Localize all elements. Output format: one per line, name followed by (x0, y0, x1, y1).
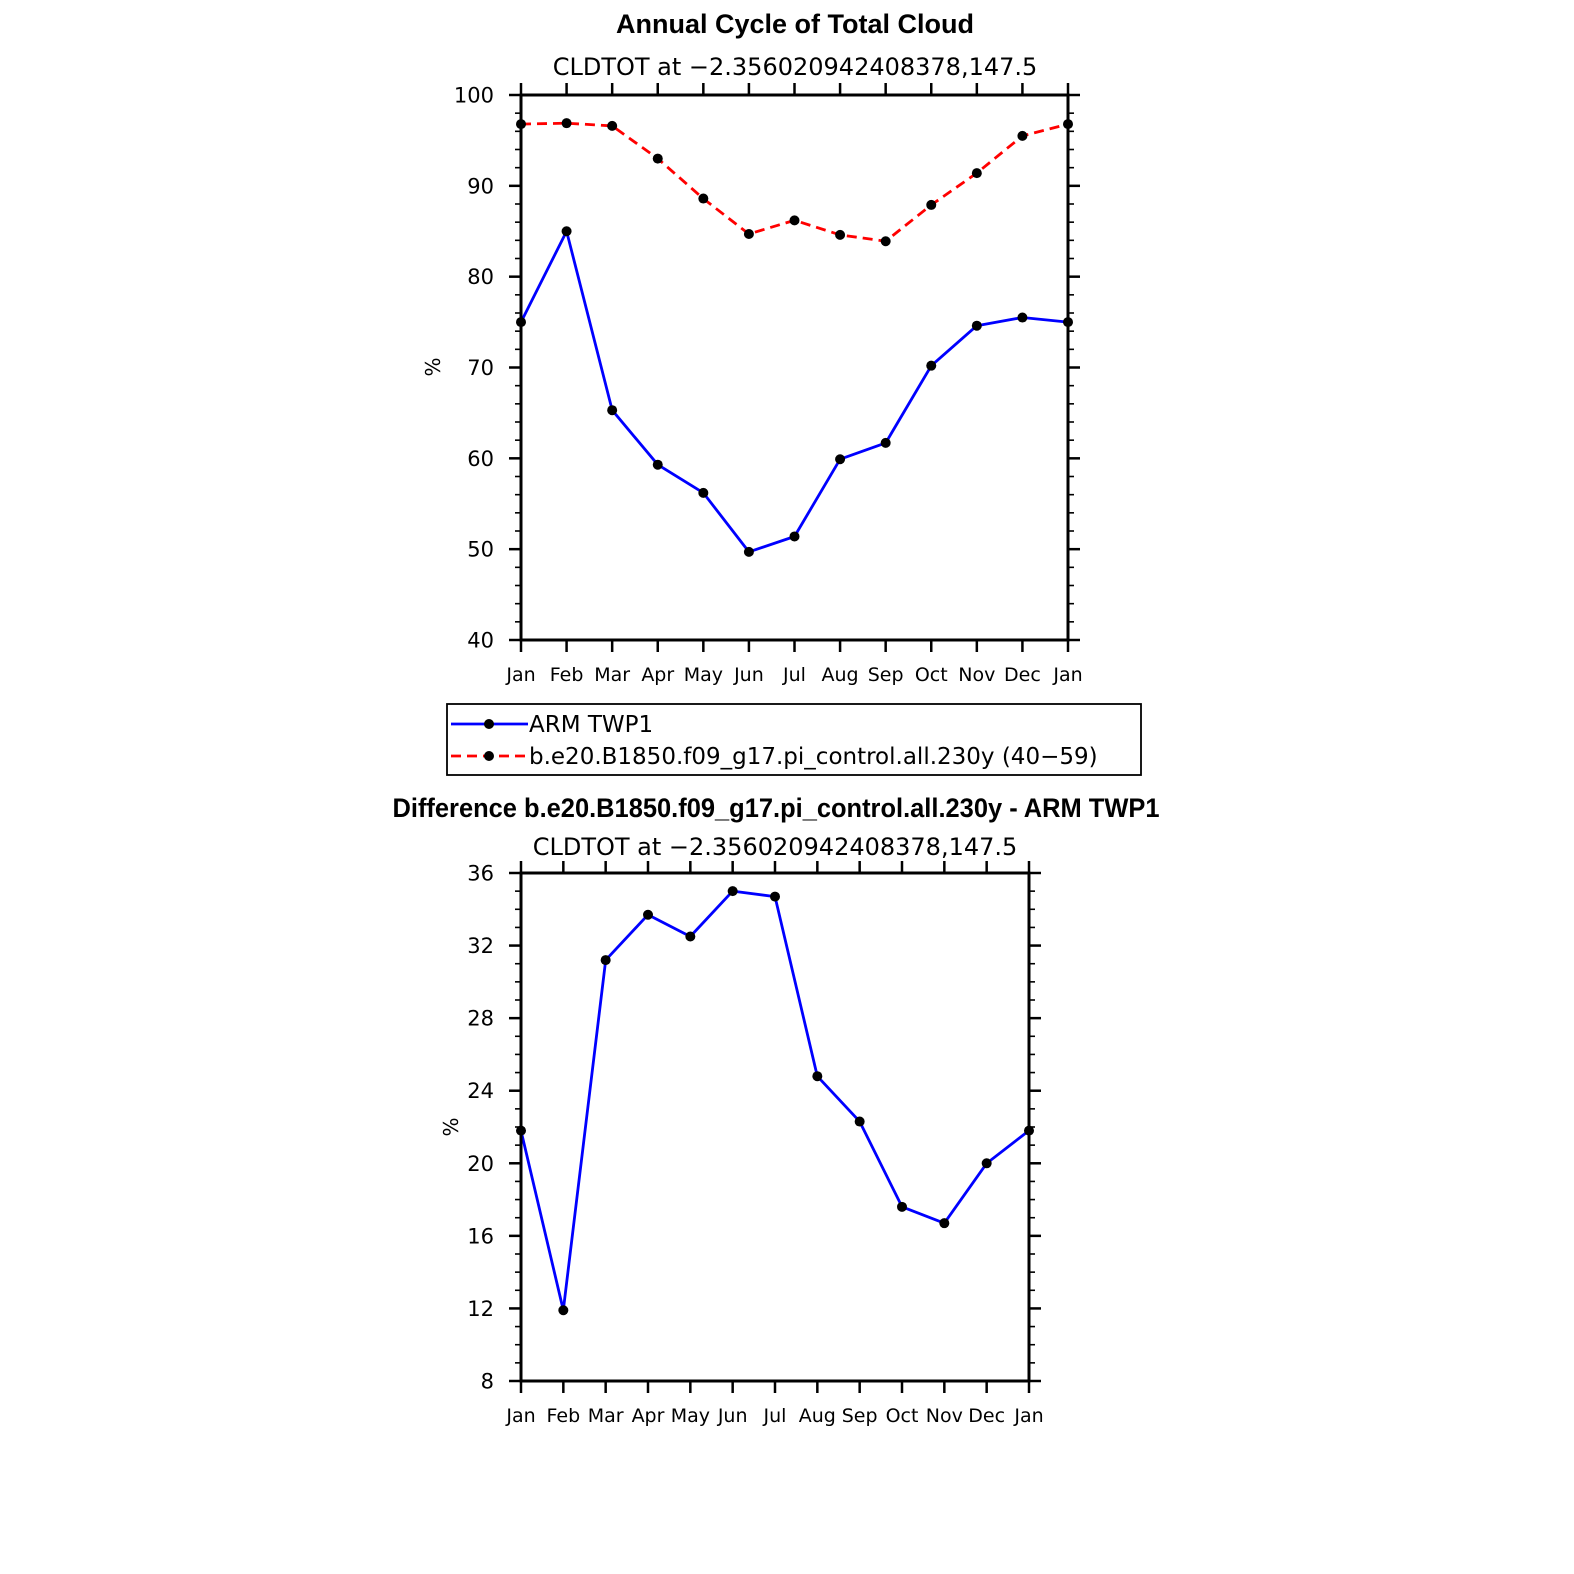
x-tick-label: Oct (886, 1405, 919, 1427)
x-tick-label: Dec (1004, 664, 1041, 686)
y-tick-label: 32 (467, 934, 494, 958)
x-tick-label: May (671, 1405, 710, 1427)
data-point (600, 955, 611, 966)
x-tick-label: Apr (632, 1405, 665, 1427)
data-point (652, 153, 663, 164)
y-tick-label: 70 (467, 356, 494, 380)
y-tick-label: 16 (467, 1224, 494, 1248)
data-point (854, 1116, 865, 1127)
legend: ARM TWP1 b.e20.B1850.f09_g17.pi_control.… (446, 703, 1142, 776)
x-tick-label: Feb (547, 1405, 581, 1427)
y-tick-label: 36 (467, 862, 494, 886)
data-point (789, 215, 800, 226)
x-tick-label: May (684, 664, 723, 686)
y-axis-label: % (439, 1117, 463, 1136)
y-tick-label: 24 (467, 1079, 494, 1103)
x-tick-label: Feb (550, 664, 584, 686)
legend-label-arm: ARM TWP1 (529, 712, 653, 738)
plot-frame (519, 871, 1031, 1383)
legend-marker-model (484, 751, 494, 761)
chart-title: Difference b.e20.B1850.f09_g17.pi_contro… (393, 793, 1160, 823)
data-point (770, 891, 780, 902)
x-tick-label: Jun (717, 1405, 748, 1427)
y-tick-label: 40 (467, 629, 494, 653)
data-point (561, 118, 572, 129)
x-tick-label: Mar (588, 1405, 624, 1427)
x-tick-label: Mar (594, 664, 630, 686)
difference-chart: Difference b.e20.B1850.f09_g17.pi_contro… (393, 793, 1160, 1427)
data-point (971, 168, 982, 179)
data-point (558, 1305, 569, 1316)
chart-subtitle: CLDTOT at −2.356020942408378,147.5 (533, 833, 1018, 861)
series-line-0 (519, 229, 1069, 554)
data-point (685, 931, 696, 942)
y-tick-label: 12 (467, 1297, 494, 1321)
axis-ticks: Jan Feb Mar Apr May Jun Jul Aug Sep Oct Nov Dec Jan 4… (454, 83, 1083, 686)
x-tick-label: Nov (958, 664, 995, 686)
data-point (981, 1158, 992, 1169)
plot-frame (519, 93, 1070, 642)
y-tick-label: 28 (467, 1007, 494, 1031)
data-point (1017, 312, 1028, 323)
x-tick-label: Sep (868, 664, 904, 686)
chart-subtitle: CLDTOT at −2.356020942408378,147.5 (553, 53, 1038, 81)
y-tick-label: 8 (481, 1370, 494, 1394)
data-point (939, 1218, 950, 1229)
x-tick-label: Jan (505, 1405, 535, 1427)
data-point (743, 228, 754, 239)
data-point (652, 459, 663, 470)
data-point (727, 886, 738, 897)
x-tick-label: Aug (799, 1405, 836, 1427)
y-tick-label: 60 (467, 447, 494, 471)
x-tick-label: Oct (915, 664, 948, 686)
data-point (607, 120, 618, 131)
x-tick-label: Jul (763, 1405, 787, 1427)
legend-marker-arm (484, 719, 494, 729)
legend-box (446, 703, 1142, 776)
data-point (698, 193, 709, 204)
x-tick-label: Aug (822, 664, 859, 686)
data-point (926, 360, 937, 371)
y-tick-label: 100 (454, 84, 494, 108)
data-point (926, 199, 937, 210)
x-tick-label: Jan (1013, 1405, 1043, 1427)
y-axis-label: % (421, 357, 445, 376)
series-line-0 (519, 889, 1030, 1312)
y-tick-label: 50 (467, 538, 494, 562)
data-point (743, 546, 754, 557)
legend-label-model: b.e20.B1850.f09_g17.pi_control.all.230y … (529, 744, 1098, 770)
x-tick-label: Jan (1052, 664, 1082, 686)
annual-cycle-chart: Annual Cycle of Total Cloud CLDTOT at −2… (421, 9, 1083, 686)
data-point (789, 531, 800, 542)
data-point (835, 229, 846, 240)
series-group (516, 886, 1034, 1316)
y-tick-label: 90 (467, 174, 494, 198)
x-tick-label: Dec (968, 1405, 1005, 1427)
x-tick-label: Jan (505, 664, 535, 686)
x-tick-label: Sep (842, 1405, 878, 1427)
data-point (1017, 130, 1028, 141)
data-point (698, 487, 709, 498)
data-point (880, 236, 891, 247)
chart-title: Annual Cycle of Total Cloud (616, 9, 974, 39)
data-point (643, 909, 653, 920)
x-tick-label: Nov (926, 1405, 963, 1427)
data-point (835, 454, 846, 465)
data-point (971, 320, 982, 331)
y-tick-label: 20 (467, 1152, 494, 1176)
data-point (897, 1201, 907, 1212)
series-group (516, 118, 1073, 557)
data-point (607, 405, 618, 416)
y-tick-label: 80 (467, 265, 494, 289)
data-point (812, 1071, 823, 1082)
x-tick-label: Jun (733, 664, 764, 686)
data-point (880, 437, 891, 448)
x-tick-label: Apr (641, 664, 674, 686)
x-tick-label: Jul (782, 664, 806, 686)
data-point (561, 226, 572, 237)
axis-ticks: Jan Feb Mar Apr May Jun Jul Aug Sep Oct Nov Dec Jan 8… (467, 861, 1044, 1427)
